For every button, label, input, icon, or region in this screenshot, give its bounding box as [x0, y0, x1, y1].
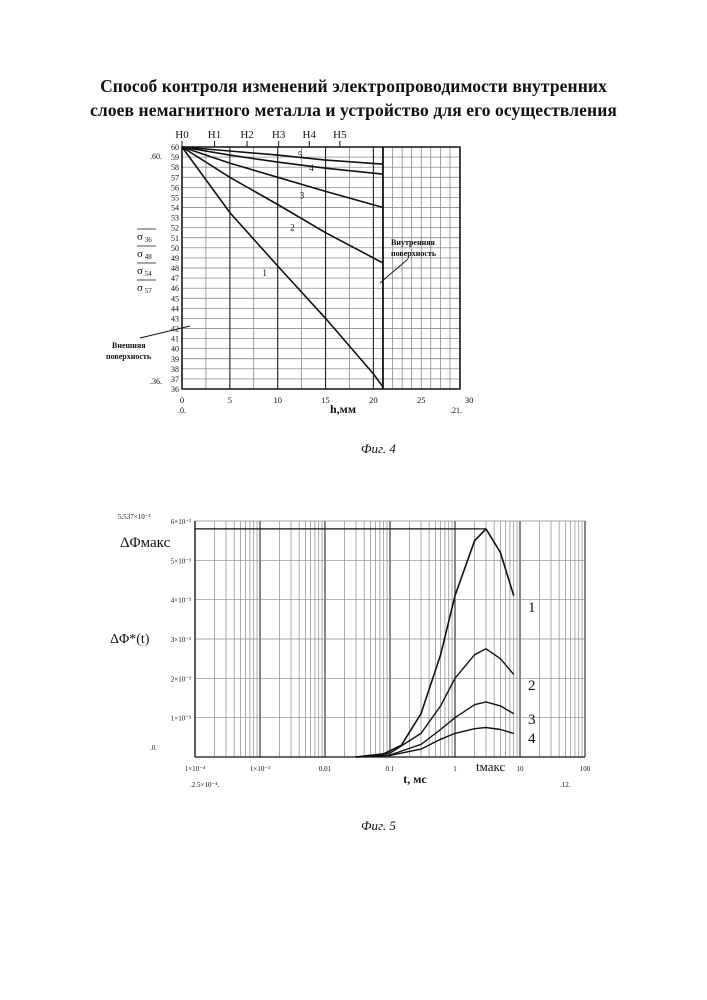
x-axis-label: t, мс [403, 772, 427, 786]
peak-label: ΔΦмакс [120, 535, 171, 551]
figure-5-chart: 1×10⁻³ 2×10⁻³ 3×10⁻³ 4×10⁻³ 5×10⁻³ 6×10⁻³ 1×10… [0, 0, 707, 800]
x-tick-label: 0.1 [386, 765, 395, 773]
y-tick-label: 4×10⁻³ [171, 597, 191, 605]
curve-label: 4 [528, 731, 536, 747]
x-tick-label: 1×10⁻⁴ [185, 765, 206, 773]
tmax-label: tмакс [476, 759, 506, 774]
corner-label: 5.537×10⁻³ [118, 513, 151, 521]
corner-label: .2.5×10⁻⁴. [190, 781, 220, 789]
corner-label: .12. [560, 781, 571, 789]
y-tick-label: 5×10⁻³ [171, 557, 191, 565]
x-tick-label: 10 [517, 765, 525, 773]
curve-label: 2 [528, 678, 536, 694]
x-tick-label: 0.01 [319, 765, 332, 773]
x-tick-label: 100 [580, 765, 591, 773]
x-tick-label: 1 [453, 765, 457, 773]
y-tick-label: 6×10⁻³ [171, 518, 191, 526]
corner-label: .0. [150, 744, 157, 752]
y-axis-label: ΔΦ*(t) [110, 632, 150, 647]
figure-5-caption: Фиг. 5 [361, 818, 396, 834]
y-tick-label: 2×10⁻³ [171, 675, 191, 683]
y-tick-label: 3×10⁻³ [171, 636, 191, 644]
curve-label: 1 [528, 600, 536, 616]
y-tick-label: 1×10⁻³ [171, 715, 191, 723]
x-tick-label: 1×10⁻³ [250, 765, 270, 773]
curve-label: 3 [528, 712, 536, 728]
